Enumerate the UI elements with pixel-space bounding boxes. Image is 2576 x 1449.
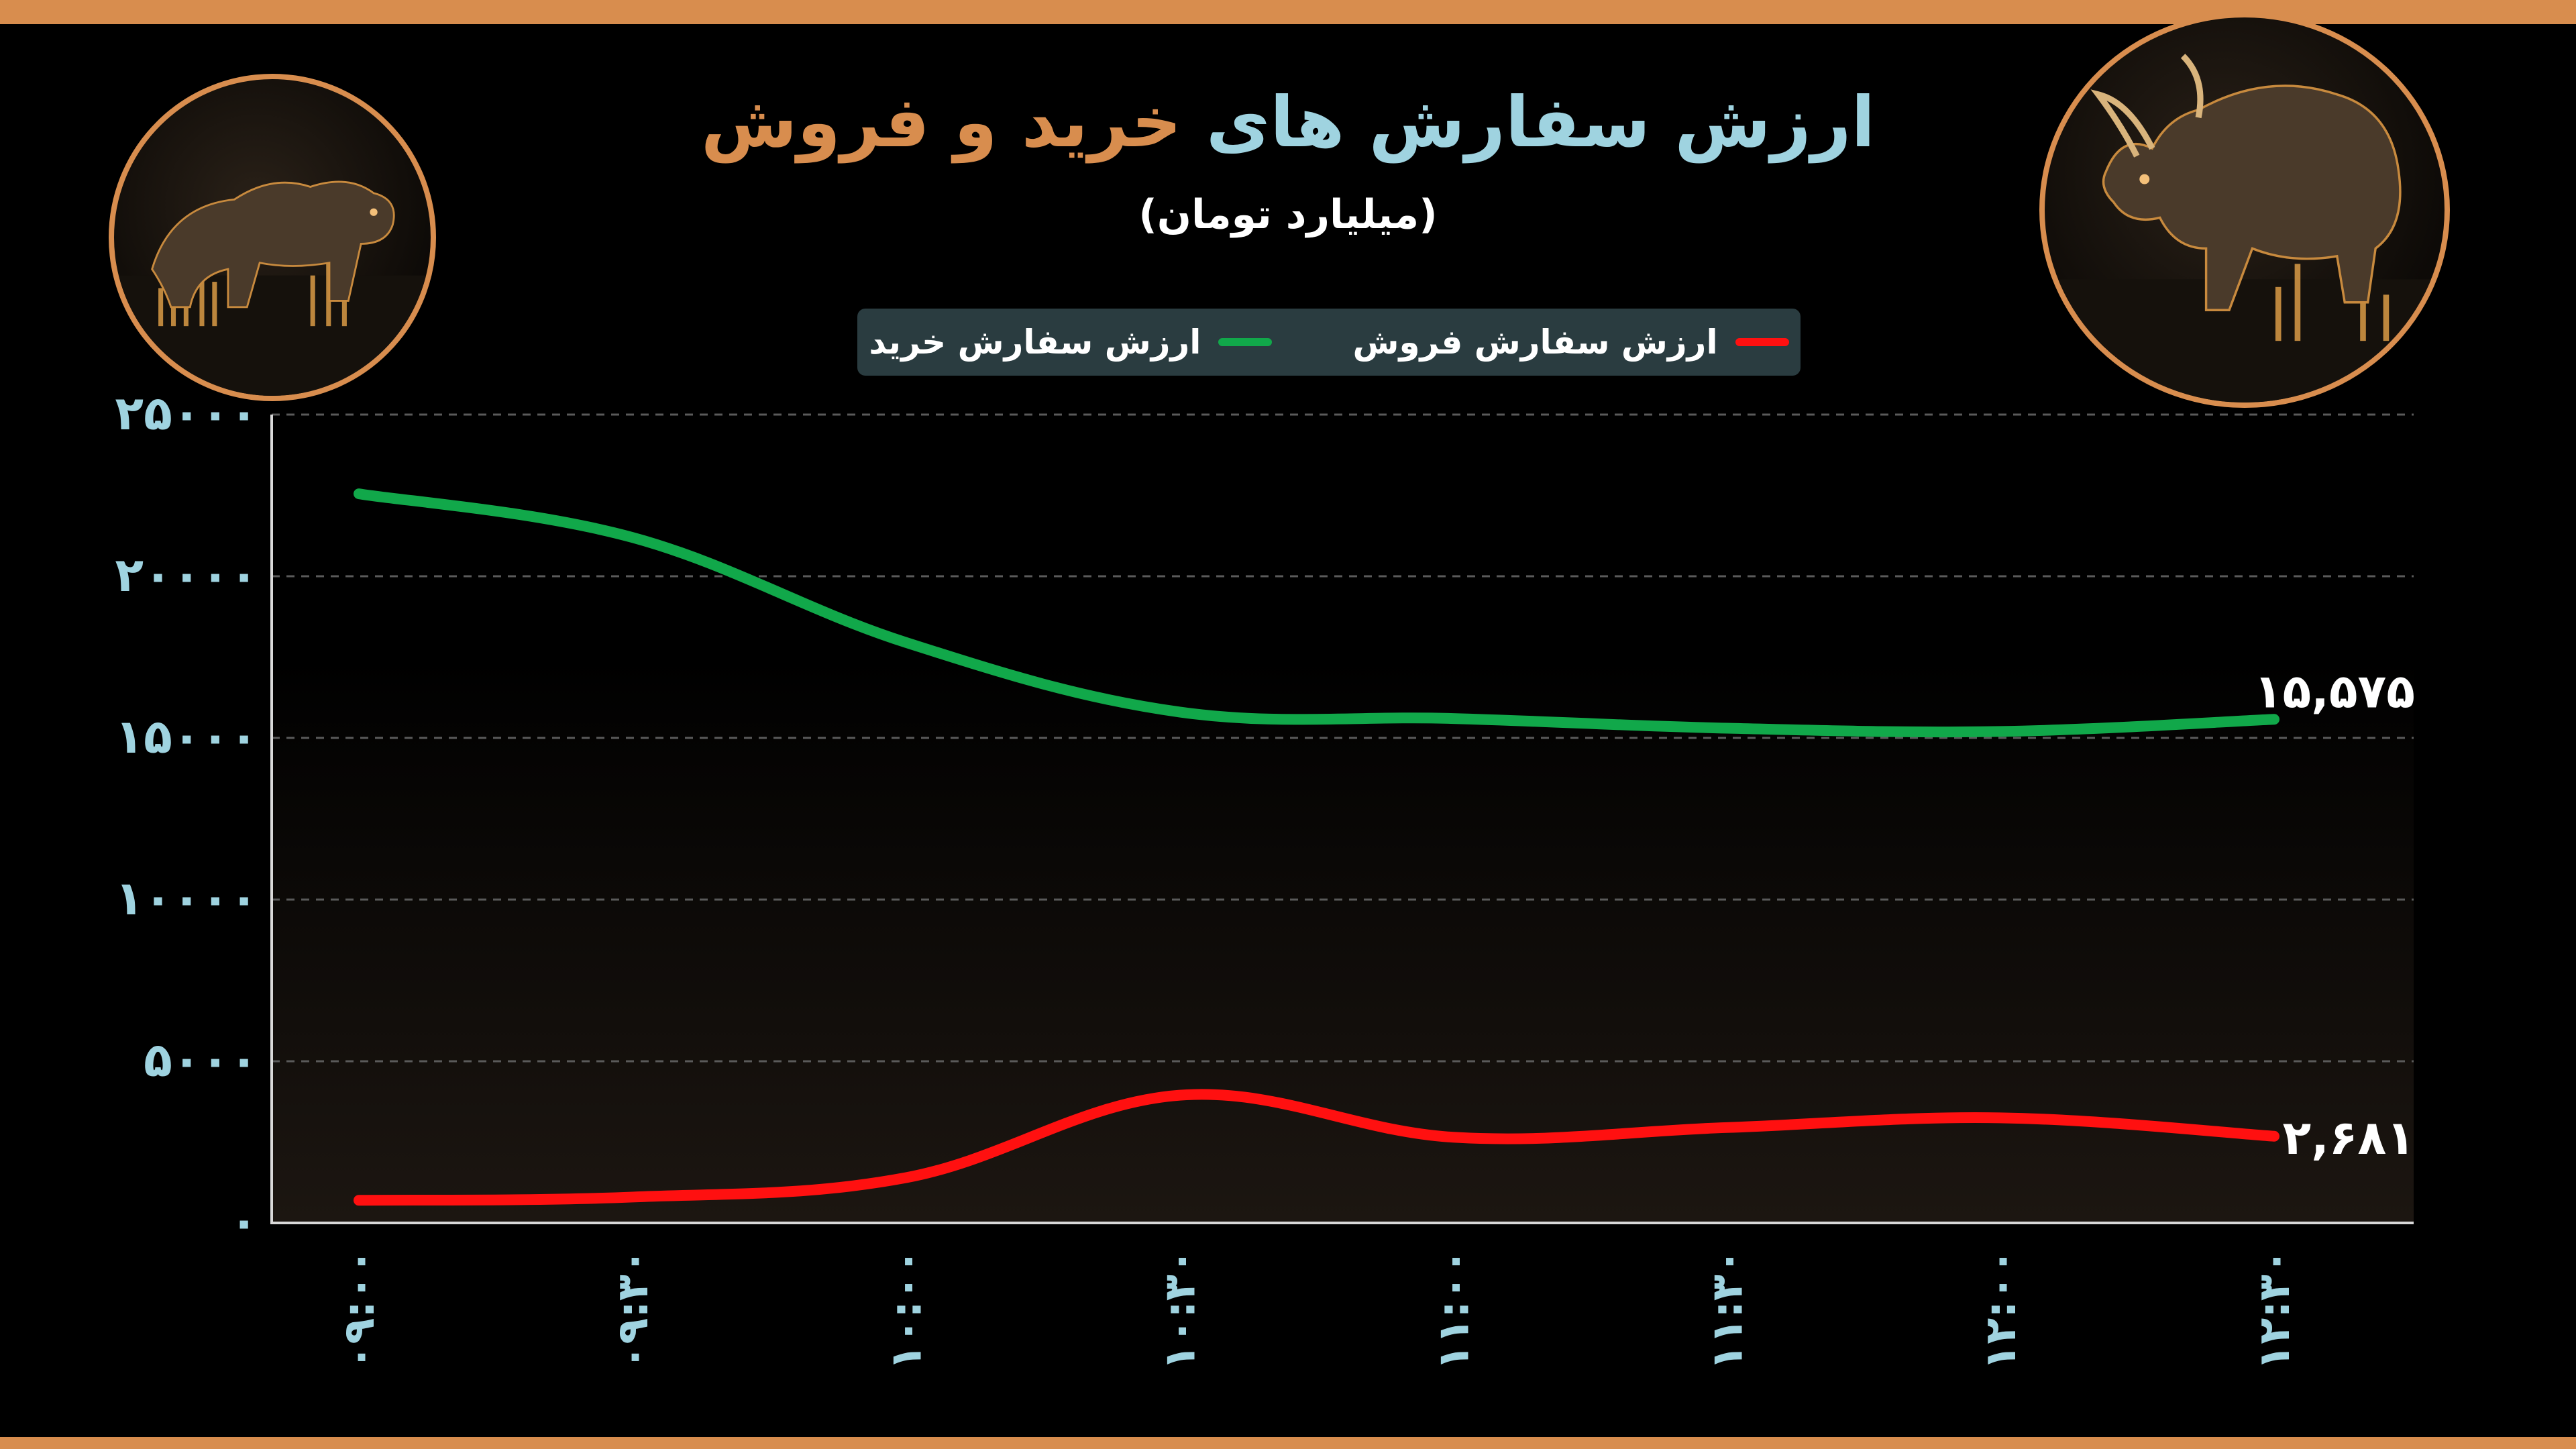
sell-end-label: ۲,۶۸۱ — [2283, 1110, 2416, 1165]
title-part-2: خرید و فروش — [700, 81, 1182, 163]
legend-label-sell: ارزش سفارش فروش — [1352, 323, 1718, 362]
legend-swatch-buy — [1218, 338, 1273, 346]
y-tick-label: ۱۰۰۰۰ — [115, 871, 258, 926]
legend-label-buy: ارزش سفارش خرید — [869, 323, 1201, 362]
sell-series-line — [354, 1089, 2279, 1206]
x-tick-label: ۱۰:۳۰ — [1156, 1248, 1205, 1371]
legend-item-sell: ارزش سفارش فروش — [1352, 323, 1789, 362]
y-tick-label: ۱۵۰۰۰ — [115, 709, 258, 764]
y-tick-label: ۰ — [229, 1194, 258, 1249]
bull-icon — [2039, 12, 2450, 408]
x-tick-label: ۱۲:۳۰ — [2250, 1248, 2300, 1371]
x-tick-label: ۰۹:۳۰ — [608, 1248, 658, 1371]
chart-subtitle: (میلیارد تومان) — [1138, 191, 1438, 238]
plot-area — [272, 415, 2414, 1223]
y-tick-label: ۵۰۰۰ — [144, 1032, 258, 1087]
legend-swatch-sell — [1735, 338, 1789, 346]
title-part-1: ارزش سفارش های — [1205, 81, 1876, 163]
buy-end-label: ۱۵,۵۷۵ — [2254, 663, 2415, 718]
chart-title: ارزش سفارش های خرید و فروش — [0, 80, 2576, 164]
top-accent-bar — [0, 0, 2576, 24]
x-tick-label: ۱۱:۳۰ — [1703, 1248, 1752, 1371]
buy-series-line — [354, 488, 2279, 738]
x-tick-label: ۱۱:۰۰ — [1429, 1248, 1479, 1371]
bottom-accent-bar — [0, 1437, 2576, 1449]
y-tick-label: ۲۰۰۰۰ — [115, 547, 258, 602]
x-tick-label: ۰۹:۰۰ — [335, 1248, 384, 1371]
chart-legend: ارزش سفارش فروش ارزش سفارش خرید — [857, 309, 1801, 376]
x-tick-label: ۱۲:۰۰ — [1976, 1248, 2026, 1371]
bear-icon — [109, 74, 436, 401]
legend-item-buy: ارزش سفارش خرید — [869, 323, 1273, 362]
x-tick-label: ۱۰:۰۰ — [882, 1248, 932, 1371]
y-tick-label: ۲۵۰۰۰ — [115, 386, 258, 441]
